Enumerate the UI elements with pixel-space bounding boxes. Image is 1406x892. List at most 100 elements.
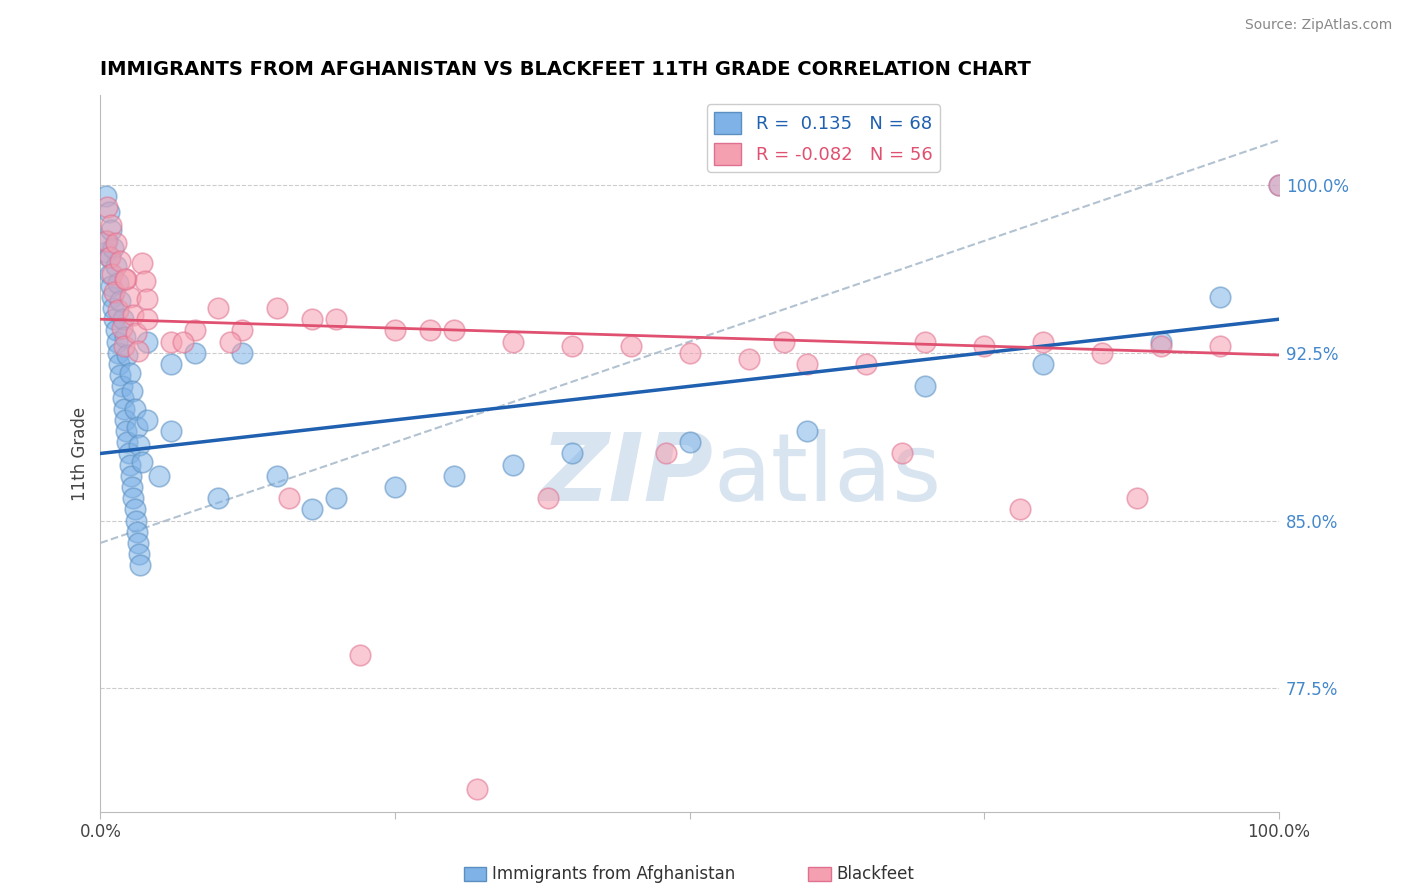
Point <box>160 334 183 349</box>
Point <box>110 294 132 309</box>
Point <box>96 234 118 248</box>
Point <box>502 334 524 349</box>
Point <box>537 491 560 506</box>
Point <box>115 272 138 286</box>
Point <box>136 413 159 427</box>
Point <box>561 446 583 460</box>
Point <box>349 648 371 662</box>
Point <box>207 301 229 315</box>
Point <box>148 468 170 483</box>
Point <box>502 458 524 472</box>
Point <box>125 524 148 539</box>
Point <box>737 352 759 367</box>
Point <box>125 514 148 528</box>
Text: IMMIGRANTS FROM AFGHANISTAN VS BLACKFEET 11TH GRADE CORRELATION CHART: IMMIGRANTS FROM AFGHANISTAN VS BLACKFEET… <box>100 60 1031 78</box>
Point <box>127 343 149 358</box>
Point <box>104 236 127 251</box>
Point <box>100 223 122 237</box>
Point <box>467 782 489 797</box>
Point <box>107 345 129 359</box>
Point <box>796 424 818 438</box>
Point <box>266 301 288 315</box>
Point <box>103 312 125 326</box>
Point <box>122 308 145 322</box>
Point <box>136 312 159 326</box>
Point <box>160 424 183 438</box>
Point <box>129 558 152 573</box>
Point <box>914 334 936 349</box>
Y-axis label: 11th Grade: 11th Grade <box>72 407 89 500</box>
Legend: R =  0.135   N = 68, R = -0.082   N = 56: R = 0.135 N = 68, R = -0.082 N = 56 <box>707 104 939 172</box>
Point <box>1008 502 1031 516</box>
Point <box>97 204 120 219</box>
Point <box>110 321 132 335</box>
Point <box>96 245 118 260</box>
Point <box>1032 357 1054 371</box>
Point <box>678 435 700 450</box>
Point <box>773 334 796 349</box>
Point <box>301 312 323 326</box>
Point <box>112 401 135 416</box>
Point <box>1032 334 1054 349</box>
Point <box>98 250 121 264</box>
Point <box>1268 178 1291 192</box>
Point <box>160 357 183 371</box>
Text: Immigrants from Afghanistan: Immigrants from Afghanistan <box>492 865 735 883</box>
Point <box>973 339 995 353</box>
Point <box>114 413 136 427</box>
Point <box>122 491 145 506</box>
Point <box>443 323 465 337</box>
Point <box>128 547 150 561</box>
Point <box>117 348 139 362</box>
Point <box>118 458 141 472</box>
Point <box>118 290 141 304</box>
Point <box>1209 290 1232 304</box>
Point <box>1268 178 1291 192</box>
Point <box>121 480 143 494</box>
Point <box>136 334 159 349</box>
Point <box>1126 491 1149 506</box>
Text: Source: ZipAtlas.com: Source: ZipAtlas.com <box>1244 18 1392 32</box>
Point <box>124 502 146 516</box>
Point <box>125 419 148 434</box>
Point <box>796 357 818 371</box>
Point <box>914 379 936 393</box>
Point <box>111 391 134 405</box>
Point <box>114 330 136 344</box>
Point <box>103 301 125 315</box>
Point <box>117 435 139 450</box>
Point <box>231 345 253 359</box>
Point <box>1150 339 1173 353</box>
Point <box>110 254 132 268</box>
Point <box>443 468 465 483</box>
Point <box>219 334 242 349</box>
Point <box>100 278 122 293</box>
Point <box>207 491 229 506</box>
Point <box>107 277 129 291</box>
Point <box>128 437 150 451</box>
Text: atlas: atlas <box>713 429 942 521</box>
Point <box>231 323 253 337</box>
Point <box>1209 339 1232 353</box>
Point <box>678 345 700 359</box>
Point <box>183 323 205 337</box>
Point <box>98 268 121 282</box>
Point <box>301 502 323 516</box>
Point <box>131 455 153 469</box>
Point <box>103 241 125 255</box>
Point <box>620 339 643 353</box>
Point <box>855 357 877 371</box>
Point <box>104 323 127 337</box>
Point <box>108 357 131 371</box>
Point <box>117 446 139 460</box>
Point <box>127 536 149 550</box>
Point <box>112 339 135 353</box>
Point <box>136 292 159 306</box>
Point <box>277 491 299 506</box>
Point <box>114 272 136 286</box>
Point <box>384 480 406 494</box>
Point <box>101 290 124 304</box>
Point <box>107 303 129 318</box>
Point <box>134 274 156 288</box>
Point <box>172 334 194 349</box>
